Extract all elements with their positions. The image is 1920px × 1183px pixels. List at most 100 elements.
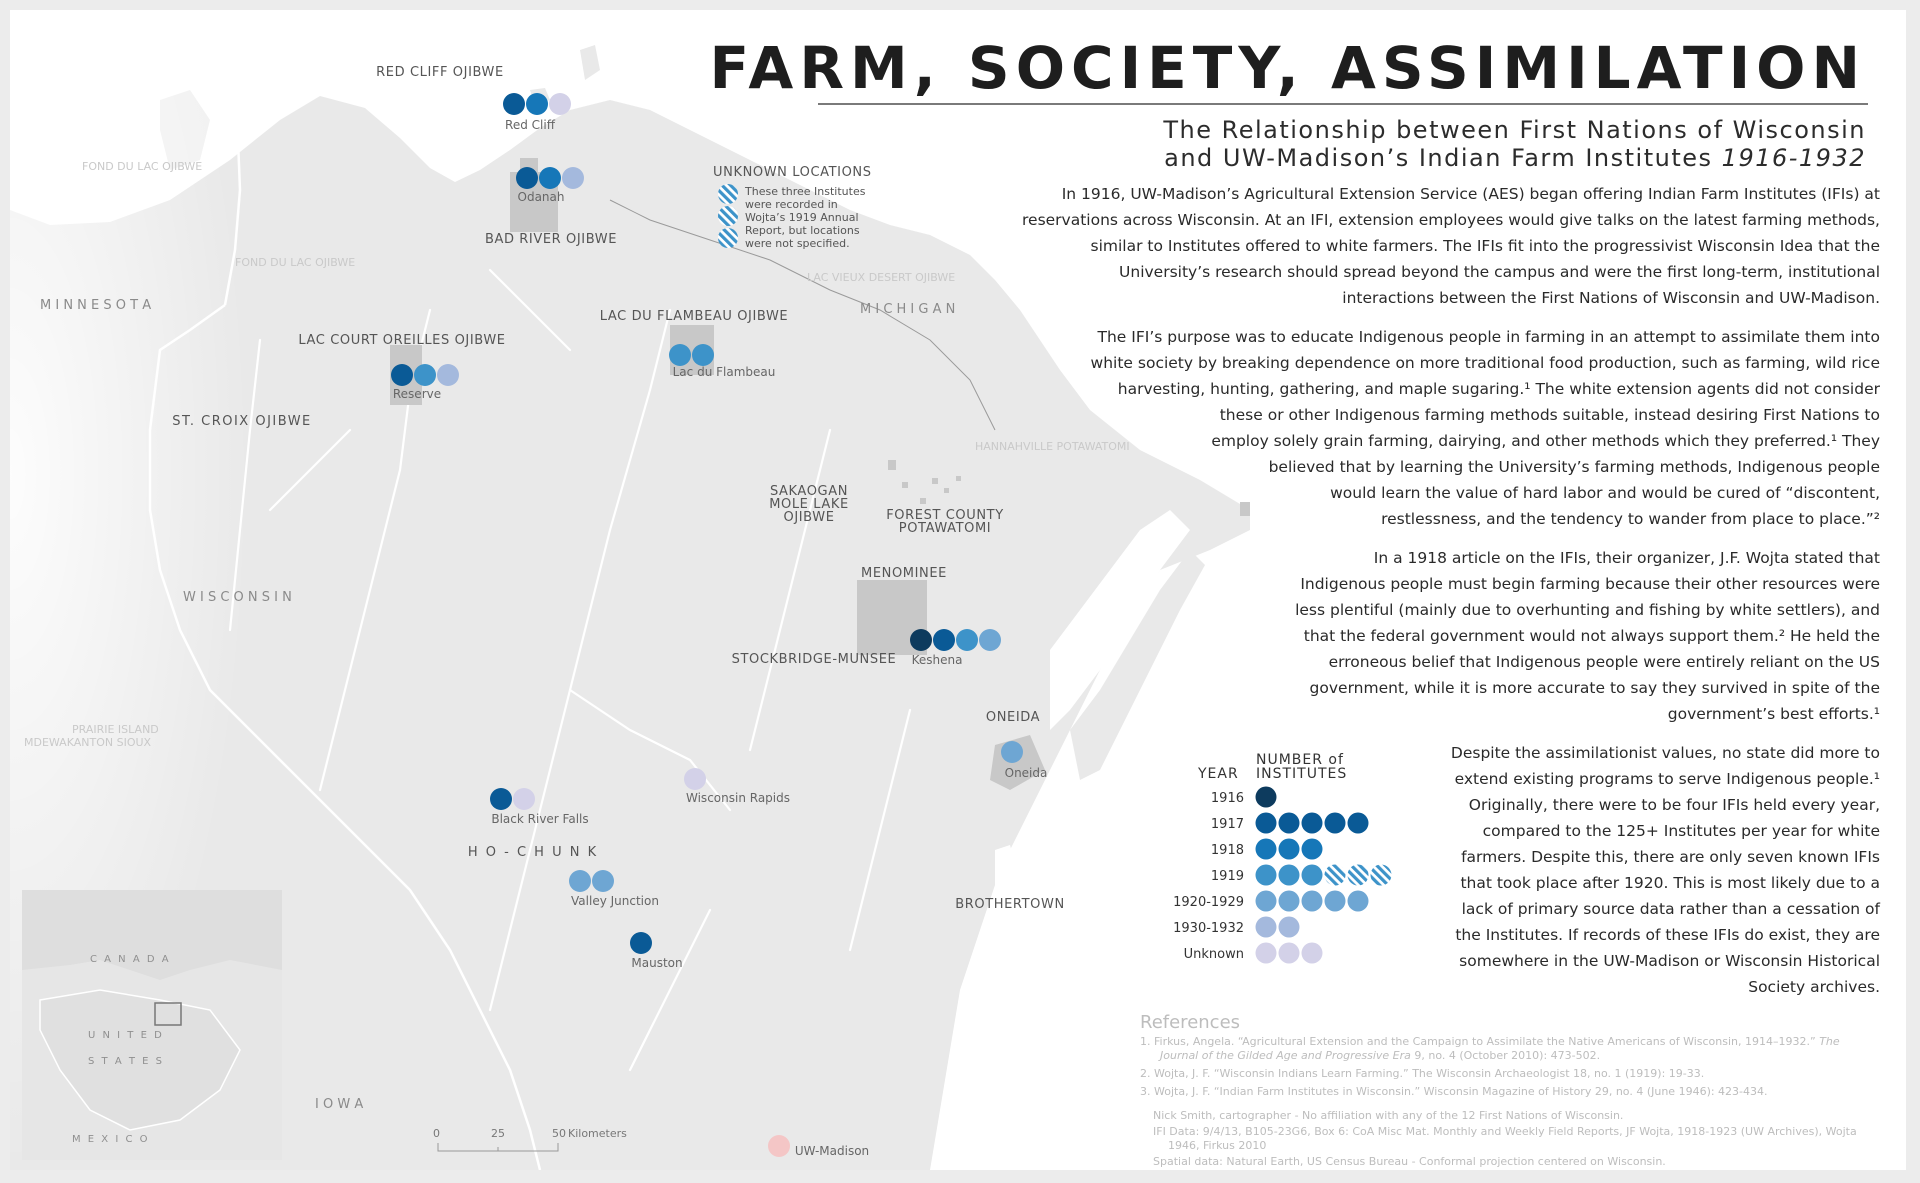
site-marker-odanah [562, 167, 584, 189]
site-label-oneida-site: Oneida [1005, 766, 1048, 780]
door-peninsula [1070, 550, 1205, 780]
paragraph-2: The IFI’s purpose was to educate Indigen… [1091, 324, 1880, 532]
legend-dot-2-2 [1301, 838, 1323, 860]
site-marker-odanah [539, 167, 561, 189]
site-marker-black-river-falls [490, 788, 512, 810]
minnesota-border [148, 89, 371, 851]
reference-1-journal: Journal of the Gilded Age and Progressiv… [1160, 1049, 1411, 1062]
label-iowa: I O W A [315, 1097, 363, 1112]
legend-dot-1-3 [1324, 812, 1346, 834]
lake-winnebago [995, 845, 1020, 940]
p3-line: less plentiful (mainly due to overhuntin… [1295, 601, 1880, 619]
reference-1-line-2: 9, no. 4 (October 2010): 473-502. [1410, 1049, 1601, 1062]
label-ho-chunk: H O - C H U N K [468, 845, 598, 860]
p3-line: that the federal government would not al… [1303, 627, 1880, 645]
p4-line: Society archives. [1748, 978, 1880, 996]
legend-year-header: YEAR [1198, 766, 1239, 782]
page-title: FARM, SOCIETY, ASSIMILATION [709, 34, 1866, 102]
scale-tick-0: 0 [433, 1127, 440, 1140]
site-marker-keshena [933, 629, 955, 651]
legend-dot-4-1 [1278, 890, 1300, 912]
site-label-wisconsin-rapids: Wisconsin Rapids [686, 791, 790, 805]
p4-line: extend existing programs to serve Indige… [1454, 770, 1880, 788]
site-marker-mauston [630, 932, 652, 954]
subtitle: The Relationship between First Nations o… [1163, 116, 1866, 172]
paragraph-1: In 1916, UW-Madison’s Agricultural Exten… [1022, 181, 1880, 311]
reference-2: 2. Wojta, J. F. “Wisconsin Indians Learn… [1140, 1067, 1705, 1080]
p4-line: the Institutes. If records of these IFIs… [1455, 926, 1880, 944]
unknown-note-line-5: were not specified. [745, 237, 850, 250]
p3-line: government, while it is more accurate to… [1309, 679, 1880, 697]
michigan-border [609, 199, 996, 431]
site-marker-red-cliff [549, 93, 571, 115]
legend: 1916 1917 1918 1919 1920-1929 1930-1932 Unknow… [1173, 786, 1392, 964]
p3-line: Indigenous people must begin farming bec… [1300, 575, 1880, 593]
p2-line: harvesting, hunting, gathering, and mapl… [1117, 380, 1880, 398]
legend-dot-3-2 [1301, 864, 1323, 886]
legend-dot-4-3 [1324, 890, 1346, 912]
p4-line: lack of primary source data rather than … [1461, 900, 1880, 918]
p2-line: white society by breaking dependence on … [1090, 354, 1880, 372]
p2-line: would learn the value of hard labor and … [1330, 484, 1880, 502]
site-marker-keshena [979, 629, 1001, 651]
site-marker-keshena [910, 629, 932, 651]
scale-bar: 0 25 50 Kilometers [433, 1127, 627, 1152]
site-marker-red-cliff [503, 93, 525, 115]
unknown-locations-note: UNKNOWN LOCATIONS These three Institutes… [713, 165, 872, 250]
subtitle-line-1: The Relationship between First Nations o… [1163, 116, 1866, 144]
legend-dot-6-1 [1278, 942, 1300, 964]
label-fond-du-lac-1: FOND DU LAC OJIBWE [82, 160, 202, 173]
site-marker-reserve [437, 364, 459, 386]
site-marker-reserve [391, 364, 413, 386]
site-label-reserve: Reserve [393, 387, 441, 401]
label-forest-county-2: POTAWATOMI [899, 521, 991, 536]
legend-dot-1-4 [1347, 812, 1369, 834]
legend-dot-4-2 [1301, 890, 1323, 912]
legend-dot-3-3 [1324, 864, 1346, 886]
legend-number-header-2: INSTITUTES [1256, 766, 1348, 782]
p1-line: In 1916, UW-Madison’s Agricultural Exten… [1061, 185, 1880, 203]
scale-tick-50: 50 [552, 1127, 566, 1140]
label-oneida: ONEIDA [986, 710, 1040, 725]
site-marker-oneida-site [1001, 741, 1023, 763]
p4-line: Despite the assimilationist values, no s… [1450, 744, 1880, 762]
site-markers: Red Cliff Odanah Reserve Lac du Flambeau Kes… [391, 93, 1047, 1158]
label-lac-du-flambeau-ojibwe: LAC DU FLAMBEAU OJIBWE [600, 309, 789, 324]
label-stockbridge-munsee: STOCKBRIDGE-MUNSEE [732, 652, 897, 667]
site-marker-odanah [516, 167, 538, 189]
legend-dot-1-2 [1301, 812, 1323, 834]
label-brothertown: BROTHERTOWN [955, 897, 1065, 912]
unknown-marker-2 [718, 206, 738, 226]
label-sakaogan-2: MOLE LAKE [769, 497, 849, 512]
unknown-note-line-4: Report, but locations [745, 224, 860, 237]
poster-frame: RED CLIFF OJIBWE BAD RIVER OJIBWE LAC CO… [10, 10, 1906, 1170]
legend-dot-6-0 [1255, 942, 1277, 964]
site-marker-reserve [414, 364, 436, 386]
label-wisconsin: W I S C O N S I N [183, 590, 292, 605]
reference-1-cont: Journal of the Gilded Age and Progressiv… [1160, 1049, 1600, 1063]
apostle-islands [530, 45, 600, 105]
legend-dot-5-0 [1255, 916, 1277, 938]
p4-line: that took place after 1920. This is most… [1460, 874, 1880, 892]
inset-map [22, 890, 282, 1160]
site-label-odanah: Odanah [518, 190, 565, 204]
reference-1-italic: The [1819, 1035, 1840, 1048]
legend-dot-6-2 [1301, 942, 1323, 964]
site-marker-wisconsin-rapids [684, 768, 706, 790]
inset-locator [154, 1002, 182, 1026]
unknown-locations-title: UNKNOWN LOCATIONS [713, 165, 872, 180]
legend-year-1: 1917 [1211, 817, 1244, 832]
site-label-mauston: Mauston [631, 956, 682, 970]
inset-label-canada: C A N A D A [90, 954, 171, 965]
subtitle-years: 1916-1932 [1721, 144, 1866, 172]
site-marker-red-cliff [526, 93, 548, 115]
p4-line: somewhere in the UW-Madison or Wisconsin… [1459, 952, 1880, 970]
p1-line: interactions between the First Nations o… [1342, 289, 1880, 307]
legend-dot-4-0 [1255, 890, 1277, 912]
credit-data-1: IFI Data: 9/4/13, B105-23G6, Box 6: CoA … [1153, 1125, 1857, 1138]
p1-line: similar to Institutes offered to white f… [1090, 237, 1881, 255]
legend-year-2: 1918 [1211, 843, 1244, 858]
reference-1-text: 1. Firkus, Angela. “Agricultural Extensi… [1140, 1035, 1816, 1048]
title-rule [818, 103, 1868, 105]
legend-year-3: 1919 [1211, 869, 1244, 884]
